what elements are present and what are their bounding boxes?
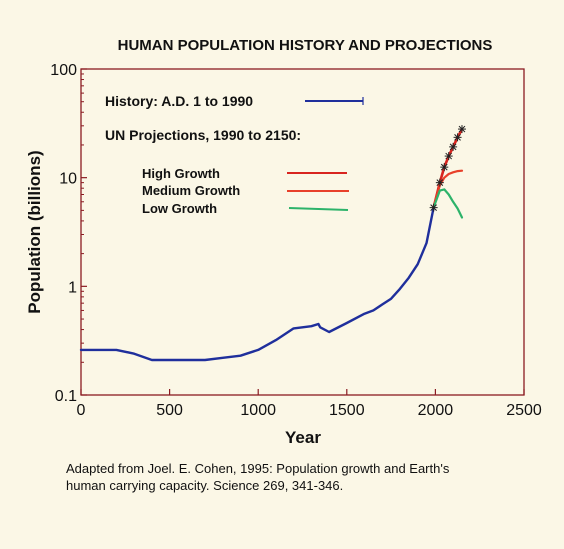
legend-medium-label: Medium Growth <box>142 183 240 198</box>
high-growth-point-marker <box>444 152 453 161</box>
legend-low-swatch <box>288 207 349 211</box>
series-line-medium-growth <box>432 169 464 209</box>
legend-projections-header: UN Projections, 1990 to 2150: <box>105 127 301 143</box>
caption-line-2: human carrying capacity. Science 269, 34… <box>66 478 344 493</box>
x-tick-label: 1500 <box>329 402 365 419</box>
caption-line-1: Adapted from Joel. E. Cohen, 1995: Popul… <box>66 461 450 476</box>
series-layer <box>79 125 466 362</box>
y-tick-label: 100 <box>50 62 77 79</box>
x-tick-label: 0 <box>77 402 86 419</box>
y-tick-label: 10 <box>59 171 77 188</box>
plot-frame <box>80 68 525 396</box>
high-growth-point-marker <box>440 163 449 172</box>
x-tick-label: 500 <box>156 402 183 419</box>
high-growth-point-marker <box>457 125 466 134</box>
legend-high-label: High Growth <box>142 166 220 181</box>
chart: HUMAN POPULATION HISTORY AND PROJECTIONS… <box>25 37 542 447</box>
source-caption: Adapted from Joel. E. Cohen, 1995: Popul… <box>66 460 546 494</box>
y-axis-label: Population (billions) <box>25 150 44 313</box>
y-tick-label: 0.1 <box>55 388 77 405</box>
x-tick-label: 1000 <box>240 402 276 419</box>
x-tick-label: 2000 <box>418 402 454 419</box>
y-tick-label: 1 <box>68 279 77 296</box>
legend-low-label: Low Growth <box>142 201 217 216</box>
high-growth-point-marker <box>429 203 438 212</box>
series-line-low-growth <box>432 188 464 219</box>
legend-history-label: History: A.D. 1 to 1990 <box>105 93 253 109</box>
x-tick-label: 2500 <box>506 402 542 419</box>
chart-title: HUMAN POPULATION HISTORY AND PROJECTIONS <box>118 37 493 54</box>
series-line-history <box>79 206 435 362</box>
x-axis-label: Year <box>285 428 321 447</box>
high-growth-point-marker <box>435 178 444 187</box>
high-growth-point-marker <box>453 133 462 142</box>
high-growth-point-marker <box>449 142 458 151</box>
axis-ticks: 0 500 1000 1500 2000 2500 0.1 1 10 100 <box>50 62 542 419</box>
